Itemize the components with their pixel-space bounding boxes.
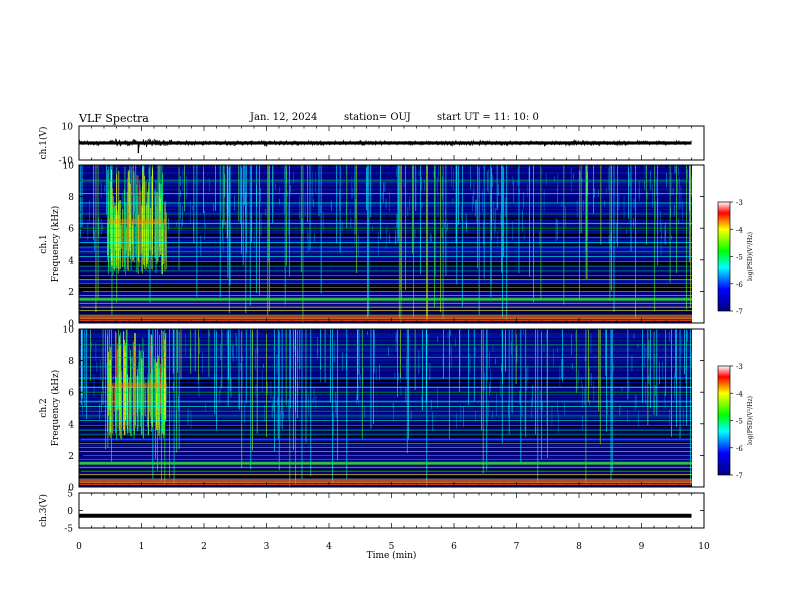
spectro-1-low-band [79,315,692,319]
spectro-1-colorbar-label: -7 [736,308,743,316]
spectro-2-burst-core [107,382,167,388]
spectro-2-colorbar-title: log(PSD)(V²/Hz) [747,396,754,445]
spectro-2-ylabel: ch.2 [39,398,49,417]
spectro-1-ylabel2: Frequency (kHz) [50,206,61,283]
spectro-2-ylabel2: Frequency (kHz) [50,370,61,447]
x-tick-label: 5 [389,542,395,552]
wave-3-ytick-label: 0 [67,507,73,517]
spectro-1-ytick-label: 2 [68,288,74,298]
x-tick-label: 7 [514,542,520,552]
wave-0-ylabel: ch.1(V) [38,127,49,160]
x-tick-label: 0 [76,542,82,552]
spectro-1-low-band [79,319,692,322]
spectro-2-colorbar-label: -7 [736,472,743,480]
spectro-2-colorbar-label: -5 [736,418,743,426]
station-label: station= OUJ [344,112,411,123]
x-tick-label: 1 [139,542,145,552]
chart-title: VLF Spectra [79,112,149,125]
wave-3-ylabel: ch.3(V) [38,494,49,527]
wave-3-ytick-label: -5 [64,525,73,535]
spectro-1-ytick-label: 0 [68,320,74,330]
x-tick-label: 8 [576,542,582,552]
spectro-2-ytick-label: 2 [68,452,74,462]
x-tick-label: 3 [264,542,270,552]
spectro-1-colorbar-label: -5 [736,254,743,262]
spectro-2-right-gap [692,329,704,487]
spectro-2-ytick-label: 8 [68,357,74,367]
x-tick-label: 9 [639,542,645,552]
x-tick-label: 2 [201,542,207,552]
spectro-1-low-band [79,297,692,301]
spectro-1-ytick-label: 8 [68,193,74,203]
spectro-2-low-band [79,479,692,483]
spectro-2-low-band [79,483,692,486]
spectro-2-colorbar-label: -3 [736,363,743,371]
date-label: Jan. 12, 2024 [250,112,318,123]
wave-3-ytick-label: 5 [67,490,73,500]
spectro-1-ytick-label: 6 [68,225,74,235]
spectro-2-ytick-label: 10 [63,326,75,336]
spectro-1-ytick-label: 10 [63,162,75,172]
spectro-1-colorbar-label: -3 [736,199,743,207]
spectro-2-ytick-label: 0 [68,484,74,494]
wave-0-ytick-label: 10 [62,123,74,133]
spectro-2-ytick-label: 6 [68,389,74,399]
spectro-1-colorbar-label: -4 [736,226,743,234]
x-tick-label: 6 [451,542,457,552]
start-time-label: start UT = 11: 10: 0 [437,112,539,123]
spectro-2-ytick-label: 4 [68,420,74,430]
panel-frame [78,492,705,529]
spectro-1-right-gap [692,165,704,323]
spectro-1-ylabel: ch.1 [39,234,49,253]
spectro-1-burst-core [107,218,167,224]
spectro-1-colorbar-label: -6 [736,281,743,289]
wave-0-ytick-label: -10 [59,157,74,167]
wave-0-trace-core [79,141,692,145]
spectro-1-ytick-label: 4 [68,256,74,266]
x-tick-label: 4 [326,542,332,552]
spectro-2-colorbar-label: -6 [736,445,743,453]
x-tick-label: 10 [698,542,710,552]
x-axis-label: Time (min) [367,550,417,561]
spectro-1-colorbar [717,201,731,312]
spectro-2-colorbar-label: -4 [736,390,743,398]
spectro-1-colorbar-title: log(PSD)(V²/Hz) [747,232,754,281]
spectro-2-colorbar [717,365,731,476]
spectro-2-low-band [79,461,692,465]
